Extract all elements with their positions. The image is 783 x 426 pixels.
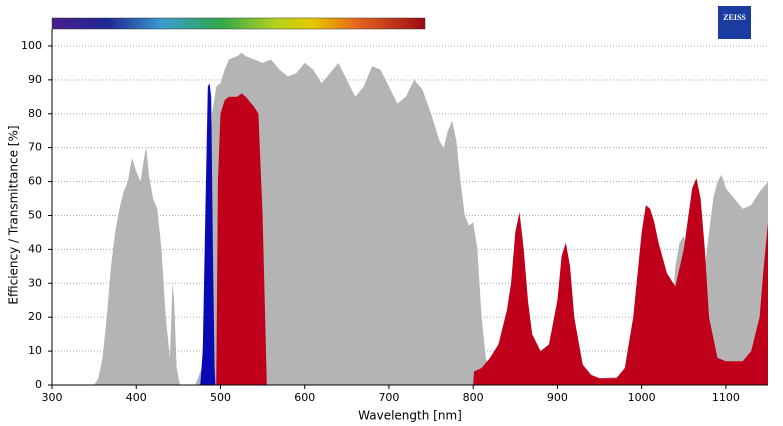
x-tick-label: 800 (463, 391, 484, 404)
y-tick-label: 60 (28, 175, 42, 188)
y-tick-label: 70 (28, 141, 42, 154)
x-tick-label: 600 (294, 391, 315, 404)
area-series (216, 93, 769, 386)
y-tick-label: 40 (28, 242, 42, 255)
y-tick-label: 30 (28, 276, 42, 289)
x-tick-label: 700 (378, 391, 399, 404)
y-tick-label: 100 (21, 39, 42, 52)
x-tick-label: 300 (42, 391, 63, 404)
y-tick-label: 50 (28, 208, 42, 221)
x-tick-label: 500 (210, 391, 231, 404)
y-axis-title: Efficiency / Transmittance [%] (7, 125, 21, 304)
y-tick-label: 80 (28, 107, 42, 120)
logo-text: ZEISS (723, 13, 746, 22)
x-tick-label: 1000 (628, 391, 656, 404)
spectrum-bar (51, 17, 426, 30)
x-tick-label: 400 (126, 391, 147, 404)
y-tick-label: 10 (28, 344, 42, 357)
y-tick-label: 20 (28, 310, 42, 323)
y-tick-label: 0 (35, 378, 42, 391)
x-tick-label: 1100 (712, 391, 740, 404)
y-tick-label: 90 (28, 73, 42, 86)
area-series (200, 83, 216, 385)
x-tick-label: 900 (547, 391, 568, 404)
x-axis-title: Wavelength [nm] (358, 409, 462, 423)
logo (718, 6, 751, 39)
